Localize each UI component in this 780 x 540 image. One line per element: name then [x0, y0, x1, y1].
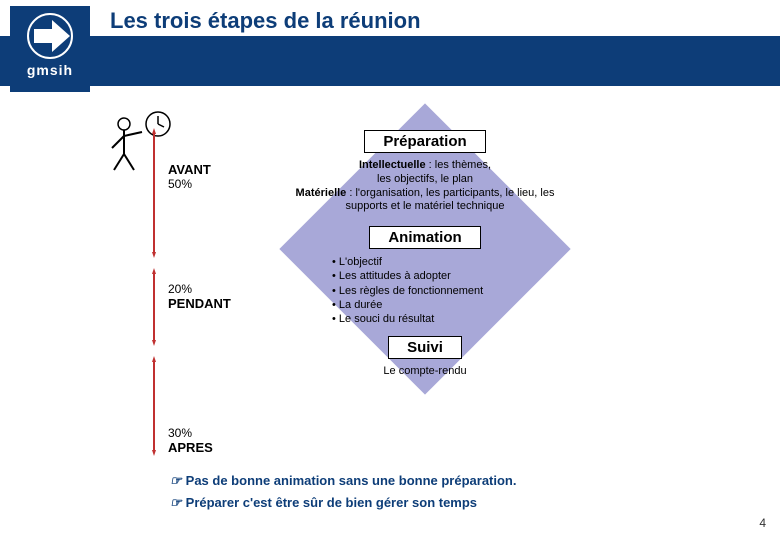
conclusions: ☞Pas de bonne animation sans une bonne p… [170, 470, 730, 514]
pointing-hand-icon: ☞ [170, 473, 182, 488]
section-body-1: • L'objectif• Les attitudes à adopter• L… [332, 255, 570, 326]
arrow-right-icon [26, 12, 74, 60]
section-body-2: Le compte-rendu [280, 365, 570, 379]
page-number: 4 [759, 516, 766, 530]
section-title-0: Préparation [364, 130, 485, 153]
phase-avant: AVANT50% [168, 162, 211, 191]
diamond-backdrop: Préparation Intellectuelle : les thèmes,l… [280, 104, 570, 394]
phase-apres: 30%APRES [168, 426, 213, 455]
section-title-2: Suivi [388, 336, 462, 359]
logo: gmsih [10, 6, 90, 92]
section-body-0: Intellectuelle : les thèmes,les objectif… [280, 159, 570, 214]
section-title-1: Animation [369, 226, 480, 249]
pointing-hand-icon: ☞ [170, 495, 182, 510]
timeline [152, 128, 156, 458]
page-title: Les trois étapes de la réunion [110, 8, 421, 34]
header-band [0, 36, 780, 86]
conclusion-1: ☞Préparer c'est être sûr de bien gérer s… [170, 492, 730, 514]
phase-pendant: 20%PENDANT [168, 282, 231, 311]
conclusion-0: ☞Pas de bonne animation sans une bonne p… [170, 470, 730, 492]
logo-text: gmsih [27, 62, 73, 78]
